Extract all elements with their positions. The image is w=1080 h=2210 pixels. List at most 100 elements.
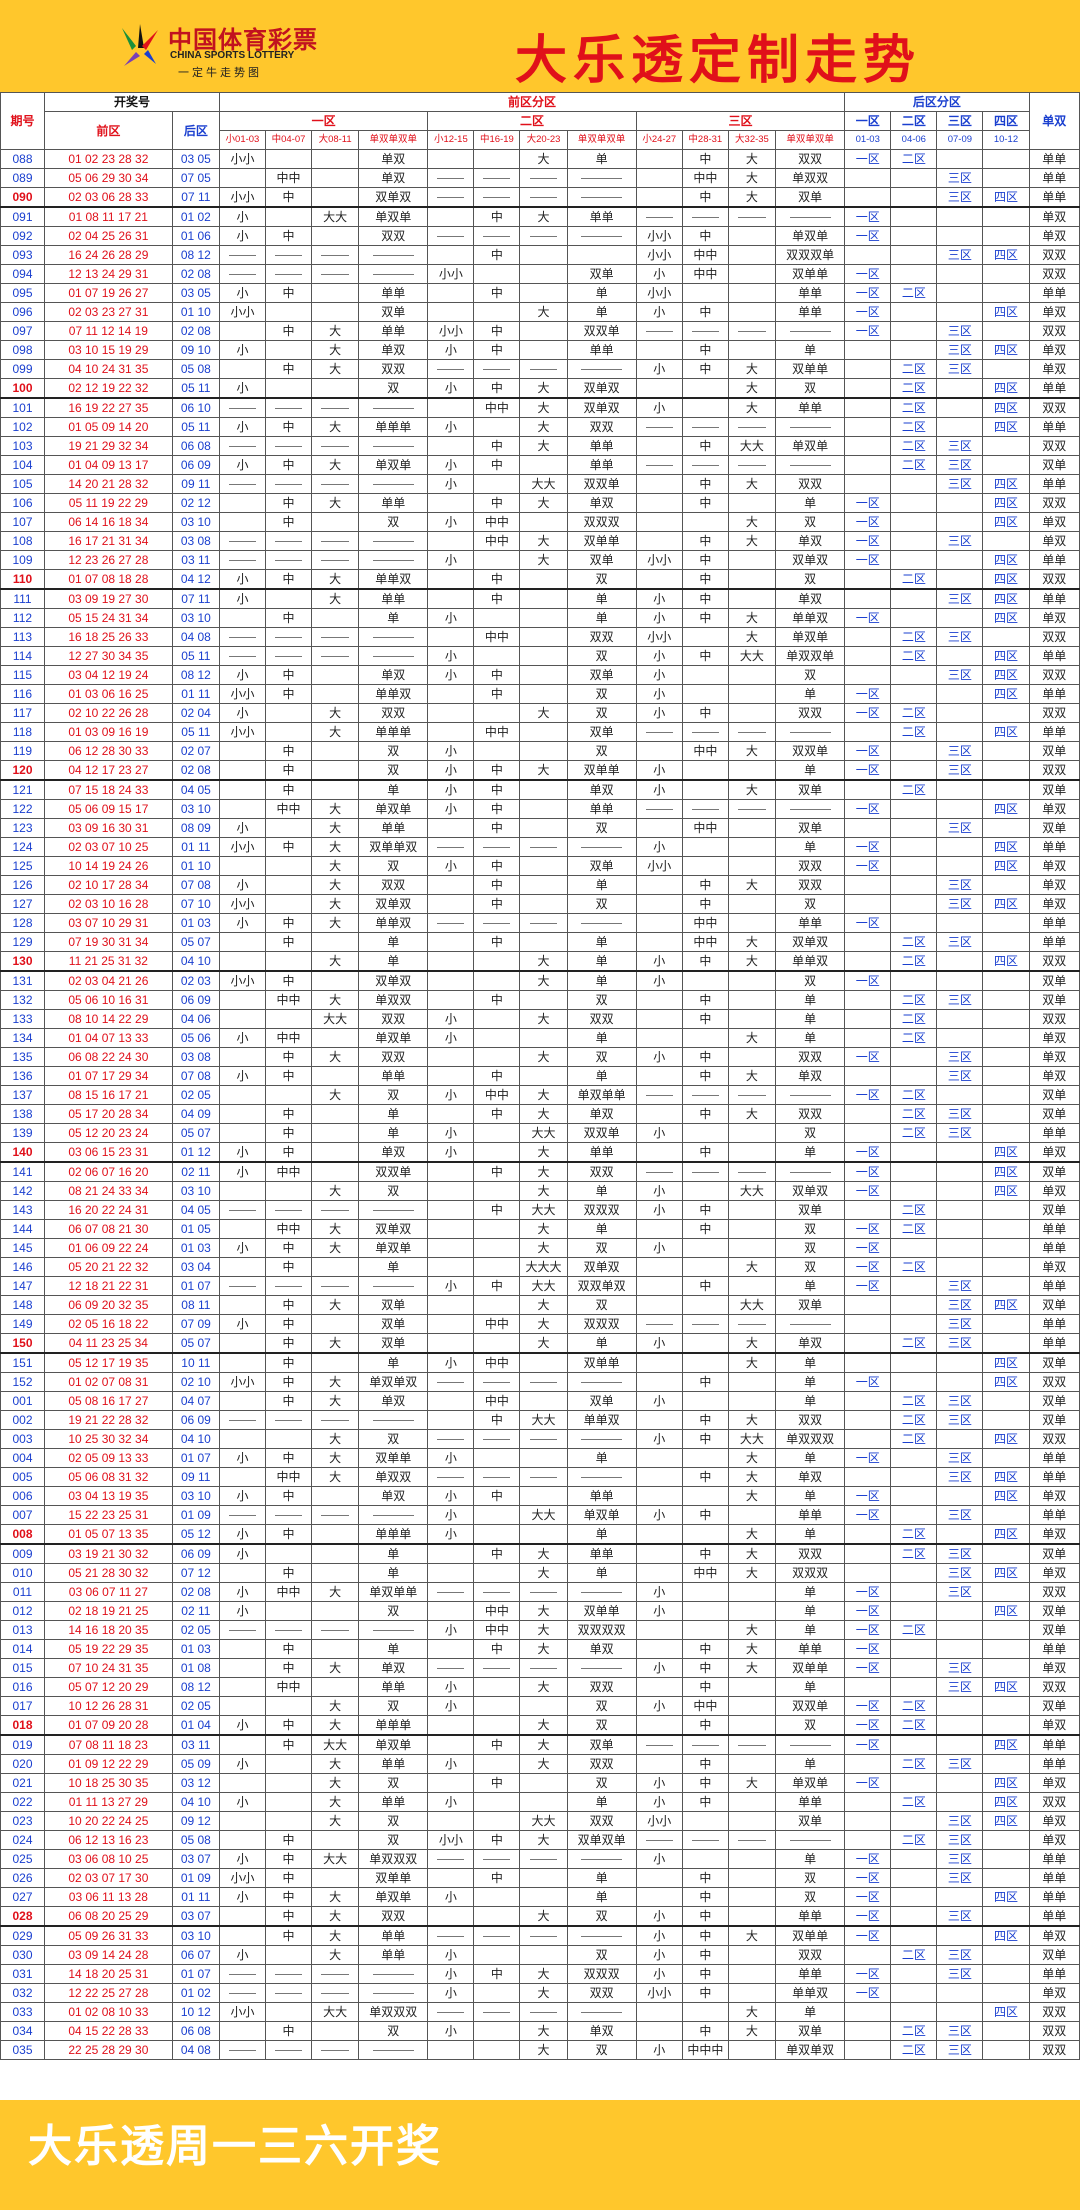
issue-cell: 030 <box>0 1945 45 1965</box>
front-zone-cell: 单 <box>566 1792 637 1812</box>
front-zone-cell <box>311 1620 360 1640</box>
back-zone-cell <box>890 799 938 819</box>
issue-cell: 144 <box>0 1219 45 1239</box>
back-zone-cell: 四区 <box>982 1734 1030 1755</box>
front-zone-cell: 中 <box>473 1486 521 1506</box>
issue-cell: 117 <box>0 703 45 723</box>
back-zone-cell <box>936 608 984 628</box>
back-zone-cell <box>936 684 984 704</box>
issue-cell: 028 <box>0 1906 45 1927</box>
front-zone-cell <box>427 1601 475 1621</box>
front-zone-cell: 中 <box>264 760 313 781</box>
back-zone-cell <box>890 264 938 284</box>
front-numbers-cell: 05 08 16 17 27 <box>43 1391 173 1411</box>
front-zone-cell: 大 <box>311 1047 360 1067</box>
back-zone-cell <box>982 741 1030 761</box>
front-zone-cell <box>311 646 360 666</box>
issue-cell: 145 <box>0 1238 45 1258</box>
front-zone-cell: 大 <box>519 493 568 513</box>
front-zone-cell <box>727 1161 777 1182</box>
back-zone-cell: 四区 <box>982 493 1030 513</box>
front-zone-cell <box>473 149 521 169</box>
back-numbers-cell: 07 08 <box>171 875 220 895</box>
front-zone-cell: 中 <box>681 1429 729 1449</box>
front-zone-cell <box>566 226 637 246</box>
front-zone-cell <box>519 569 568 590</box>
front-zone-cell: 大 <box>311 837 360 857</box>
back-zone-cell: 三区 <box>936 588 984 609</box>
front-zone-cell <box>519 168 568 188</box>
front-zone-cell <box>635 1314 683 1334</box>
front-zone-cell: 单 <box>774 493 846 513</box>
back-zone-cell: 三区 <box>936 818 984 838</box>
issue-cell: 134 <box>0 1028 45 1048</box>
front-zone-cell <box>519 1448 568 1468</box>
back-zone-cell: 二区 <box>890 359 938 379</box>
back-zone-cell <box>982 1238 1030 1258</box>
back-zone-cell: 二区 <box>890 1123 938 1143</box>
front-zone-cell: 双 <box>566 703 637 723</box>
front-zone-cell: 大 <box>519 1983 568 2003</box>
front-zone-cell: 大 <box>727 187 777 208</box>
front-zone-cell: 大 <box>311 990 360 1010</box>
front-zone-cell <box>774 1085 846 1105</box>
front-zone-cell: 单 <box>774 1582 846 1602</box>
issue-cell: 131 <box>0 970 45 991</box>
front-zone-cell: 小 <box>218 703 266 723</box>
front-zone-cell <box>681 1257 729 1277</box>
front-zone-cell: 大 <box>727 149 777 169</box>
front-zone-cell: 双单 <box>774 1295 846 1315</box>
front-zone-cell <box>358 474 429 494</box>
back-zone-cell: 四区 <box>982 951 1030 972</box>
back-zone-cell <box>982 1009 1030 1029</box>
front-zone-cell <box>311 245 360 265</box>
table-row: 097 07 11 12 14 19 02 08 中大单单 小小中双双单 一区 三区 双双 <box>0 321 1080 341</box>
front-zone-cell <box>519 818 568 838</box>
front-zone-cell: 单单 <box>774 1906 846 1927</box>
back-zone-cell <box>890 1964 938 1984</box>
back-zone-cell: 四区 <box>982 474 1030 494</box>
front-numbers-cell: 04 15 22 28 33 <box>43 2021 173 2041</box>
front-zone-cell <box>727 1849 777 1869</box>
front-zone-cell: 中 <box>264 1448 313 1468</box>
back-odd-even-cell: 双单 <box>1028 1295 1080 1315</box>
back-zone-cell <box>890 970 938 991</box>
front-zone-cell: 单单 <box>358 1066 429 1086</box>
issue-cell: 005 <box>0 1467 45 1487</box>
back-zone-cell <box>844 932 892 952</box>
front-zone-cell: 中中 <box>264 1161 313 1182</box>
front-zone-cell: 小 <box>635 1333 683 1354</box>
front-zone-cell <box>264 531 313 551</box>
front-zone-cell <box>519 1868 568 1888</box>
back-zone-cell <box>982 760 1030 781</box>
front-zone-cell <box>218 321 266 341</box>
front-zone-cell <box>311 149 360 169</box>
front-zone-cell: 单单 <box>358 588 429 609</box>
issue-cell: 136 <box>0 1066 45 1086</box>
issue-cell: 096 <box>0 302 45 322</box>
front-zone-cell <box>473 1142 521 1163</box>
front-zone-cell: 双双 <box>774 149 846 169</box>
front-zone-cell <box>727 1085 777 1105</box>
back-numbers-cell: 03 10 <box>171 512 220 532</box>
front-zone-cell: 单双单 <box>358 1238 429 1258</box>
back-numbers-cell: 03 08 <box>171 531 220 551</box>
back-odd-even-cell: 双单 <box>1028 741 1080 761</box>
front-zone-cell: 单 <box>774 1601 846 1621</box>
front-zone-cell <box>218 512 266 532</box>
back-zone-cell <box>890 684 938 704</box>
front-zone-cell <box>635 2002 683 2022</box>
front-zone-cell: 大 <box>727 1639 777 1659</box>
trend-table: 期号 开奖号 前区分区 后区分区 单双 前区 后区 一区 二区 三区 一区 二区… <box>0 92 1080 2060</box>
back-zone-cell <box>890 1161 938 1182</box>
front-zone-cell <box>727 340 777 360</box>
front-numbers-cell: 02 18 19 21 25 <box>43 1601 173 1621</box>
front-zone-cell: 中 <box>473 321 521 341</box>
front-zone-cell: 单 <box>358 1543 429 1564</box>
front-zone-cell <box>635 1104 683 1124</box>
front-zone-cell: 双 <box>774 894 846 914</box>
front-zone-cell: 大 <box>727 378 777 399</box>
back-zone-cell: 二区 <box>890 2040 938 2060</box>
back-odd-even-cell: 单单 <box>1028 1734 1080 1755</box>
z3-mid-header: 中28-31 <box>681 130 729 150</box>
